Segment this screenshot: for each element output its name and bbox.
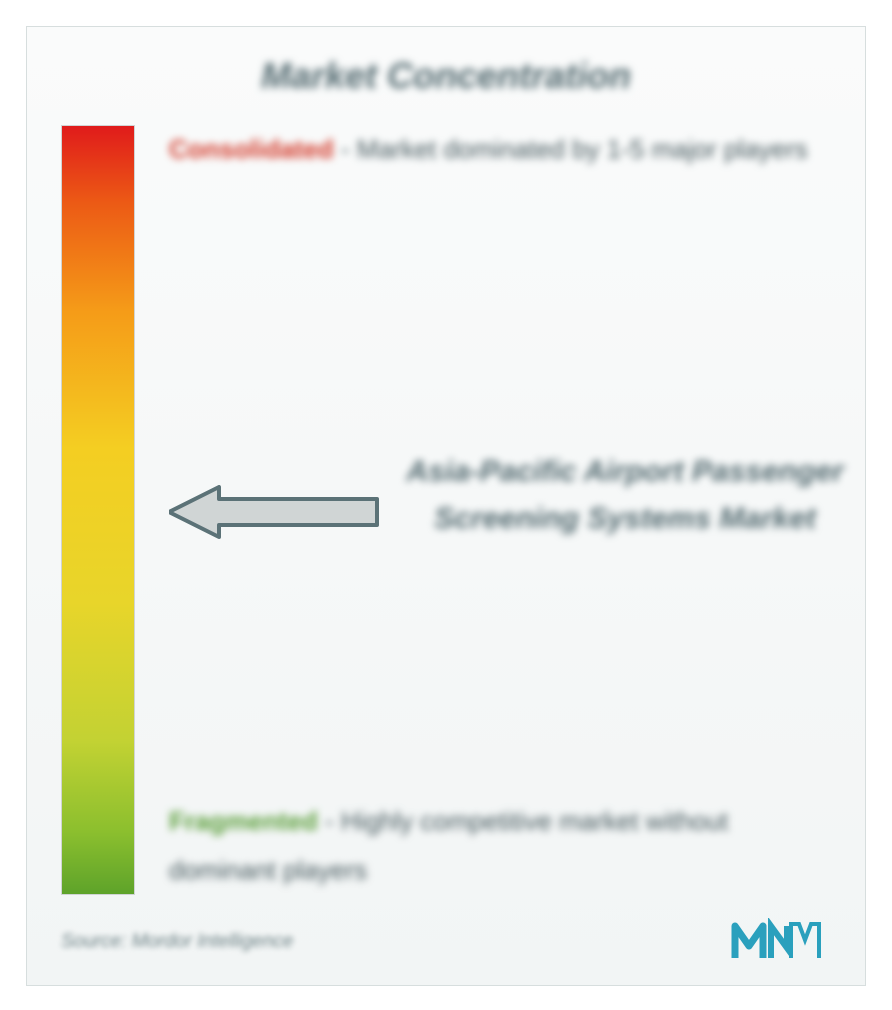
fragmented-description: Fragmented - Highly competitive market w… xyxy=(169,797,831,896)
body-area: Consolidated - Market dominated by 1-5 m… xyxy=(61,97,831,907)
infographic-card: Market Concentration Consolidated - Mark… xyxy=(26,26,866,986)
footer: Source: Mordor Intelligence xyxy=(61,917,831,967)
page-title: Market Concentration xyxy=(61,55,831,97)
fragmented-keyword: Fragmented xyxy=(169,806,318,836)
consolidated-keyword: Consolidated xyxy=(169,134,334,164)
consolidated-description: Consolidated - Market dominated by 1-5 m… xyxy=(169,125,831,174)
concentration-gradient-bar xyxy=(61,125,135,895)
position-arrow xyxy=(169,485,381,539)
market-label: Asia-Pacific Airport Passenger Screening… xyxy=(405,449,845,542)
consolidated-text: - Market dominated by 1-5 major players xyxy=(341,134,808,164)
mordor-logo-icon xyxy=(731,918,831,967)
source-text: Source: Mordor Intelligence xyxy=(61,931,293,953)
